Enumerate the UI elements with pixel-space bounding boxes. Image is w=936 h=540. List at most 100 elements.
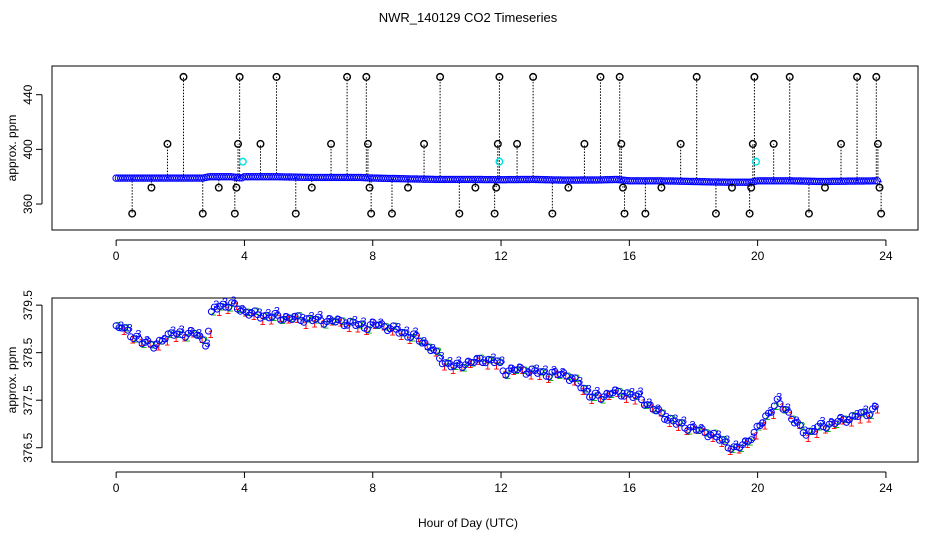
bottom-y-tick-label: 376.5 xyxy=(21,432,35,462)
trend-point xyxy=(577,384,585,392)
top-y-axis: 360 400 440 xyxy=(21,84,43,214)
trend-point xyxy=(205,327,212,335)
trend-point xyxy=(363,326,371,334)
bottom-y-axis: 376.5 377.5 378.5 379.5 xyxy=(21,290,43,463)
trend-point xyxy=(355,321,363,328)
series-label-point: 1 xyxy=(476,356,482,368)
trend-point xyxy=(537,368,544,376)
trend-point xyxy=(511,366,518,374)
spike-point xyxy=(230,209,239,218)
series-label-point: 2 xyxy=(245,307,251,319)
series-label-point: 1 xyxy=(130,335,136,347)
bottom-x-tick-label: 12 xyxy=(494,481,508,495)
series-label-point: 2 xyxy=(721,435,727,447)
series-label-point: 1 xyxy=(597,393,603,405)
bottom-x-tick-label: 4 xyxy=(241,481,248,495)
spike-point xyxy=(580,139,589,148)
series-label-point: 2 xyxy=(773,401,779,413)
trend-point xyxy=(770,402,778,410)
series-label-point: 2 xyxy=(236,304,242,316)
series-label-point: 2 xyxy=(799,420,805,432)
trend-point xyxy=(851,412,859,420)
series-label-point: 1 xyxy=(346,323,352,335)
series-label-point: 2 xyxy=(869,410,875,422)
bottom-x-tick-label: 0 xyxy=(113,481,120,495)
series-label-point: 1 xyxy=(277,313,283,325)
top-x-tick-label: 16 xyxy=(623,249,637,263)
trend-point xyxy=(436,354,443,362)
trend-point xyxy=(542,372,550,380)
trend-point xyxy=(231,299,238,307)
series-label-point: 2 xyxy=(193,328,199,340)
series-label-point: 2 xyxy=(851,411,857,423)
series-label-point: 2 xyxy=(496,356,502,368)
spike-point xyxy=(837,139,846,148)
trend-point xyxy=(721,438,729,446)
spike-point xyxy=(404,183,413,192)
series-label-point: 2 xyxy=(652,404,658,416)
series-label-point: 2 xyxy=(366,325,372,337)
series-label-point: 1 xyxy=(329,317,335,329)
series-label-point: 2 xyxy=(210,307,216,319)
series-label-point: 2 xyxy=(280,315,286,327)
series-label-point: 1 xyxy=(770,410,776,422)
spike-point xyxy=(747,183,756,192)
series-label-point: 1 xyxy=(866,414,872,426)
series-label-point: 1 xyxy=(415,333,421,345)
series-label-point: 2 xyxy=(158,335,164,347)
series-label-point: 2 xyxy=(124,323,130,335)
spike-point xyxy=(179,72,188,81)
trend-point xyxy=(485,355,492,363)
series-label-point: 2 xyxy=(513,365,519,377)
series-label-point: 2 xyxy=(765,411,771,423)
series-label-point: 1 xyxy=(303,320,309,332)
trend-point xyxy=(678,419,686,427)
series-label-point: 1 xyxy=(164,337,170,349)
spike-point xyxy=(873,139,882,148)
bottom-x-tick-label: 8 xyxy=(369,481,376,495)
trend-point xyxy=(871,402,879,410)
trend-point xyxy=(441,359,449,367)
series-label-point: 2 xyxy=(583,383,589,395)
series-label-point: 1 xyxy=(762,420,768,432)
trend-point xyxy=(750,428,758,436)
spike-point xyxy=(641,209,650,218)
series-label-point: 1 xyxy=(744,439,750,451)
series-label-point: 2 xyxy=(808,426,814,438)
series-label-point: 1 xyxy=(571,377,577,389)
trend-point xyxy=(779,405,787,413)
series-label-point: 1 xyxy=(554,369,560,381)
spike-point xyxy=(307,183,316,192)
spike-point xyxy=(727,183,736,192)
series-label-point: 2 xyxy=(531,364,537,376)
series-label-point: 2 xyxy=(323,319,329,331)
trend-point xyxy=(222,303,230,311)
spike-point xyxy=(745,209,754,218)
trend-point xyxy=(467,359,475,366)
bottom-x-tick-label: 16 xyxy=(623,481,637,495)
series-label-point: 2 xyxy=(115,321,121,333)
trend-point xyxy=(857,409,865,416)
spike-point xyxy=(564,183,573,192)
trend-point xyxy=(635,390,643,398)
series-label-point: 1 xyxy=(753,430,759,442)
spike-point xyxy=(163,139,172,148)
trend-point xyxy=(433,347,441,355)
trend-point xyxy=(418,339,426,347)
trend-point xyxy=(340,322,348,330)
spike-point xyxy=(147,183,156,192)
series-label-point: 1 xyxy=(251,311,257,323)
spike-point xyxy=(676,139,685,148)
series-label-point: 2 xyxy=(375,320,381,332)
spike-point xyxy=(436,72,445,81)
series-label-point: 2 xyxy=(228,302,234,314)
series-label-point: 2 xyxy=(730,444,736,456)
series-label-point: 1 xyxy=(121,326,127,338)
trend-point xyxy=(767,408,775,416)
spike-point xyxy=(235,72,244,81)
series-label-point: 2 xyxy=(626,388,632,400)
series-label-point: 2 xyxy=(678,418,684,430)
series-label-point: 1 xyxy=(242,308,248,320)
series-label-point: 2 xyxy=(487,354,493,366)
spike-point xyxy=(820,183,829,192)
